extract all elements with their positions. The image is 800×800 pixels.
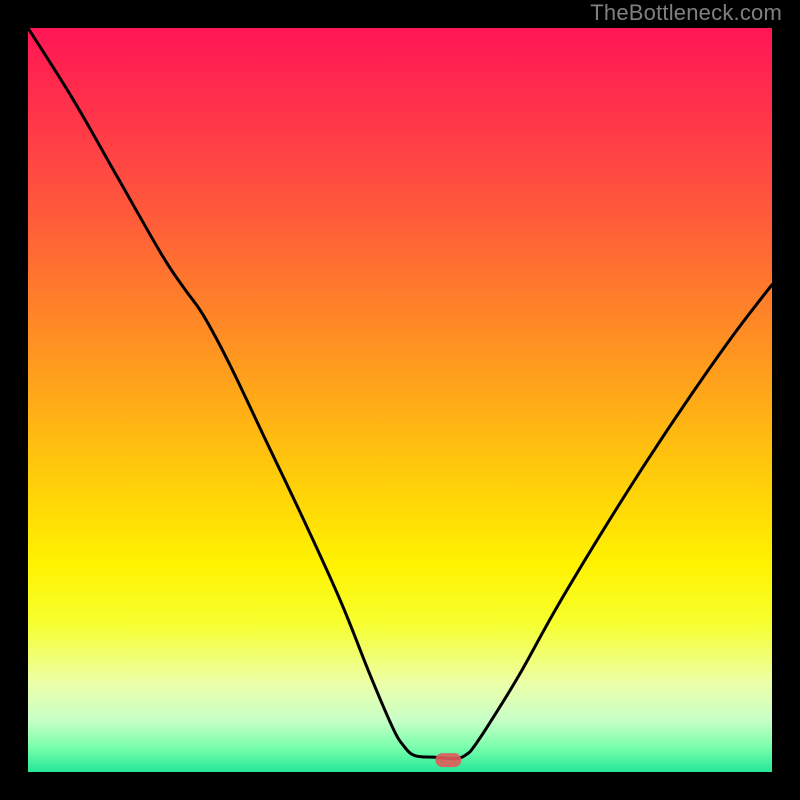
- watermark-text: TheBottleneck.com: [590, 0, 782, 26]
- plot-background: [28, 28, 772, 772]
- chart-svg: [0, 0, 800, 800]
- optimal-marker: [435, 753, 461, 767]
- bottleneck-chart: TheBottleneck.com: [0, 0, 800, 800]
